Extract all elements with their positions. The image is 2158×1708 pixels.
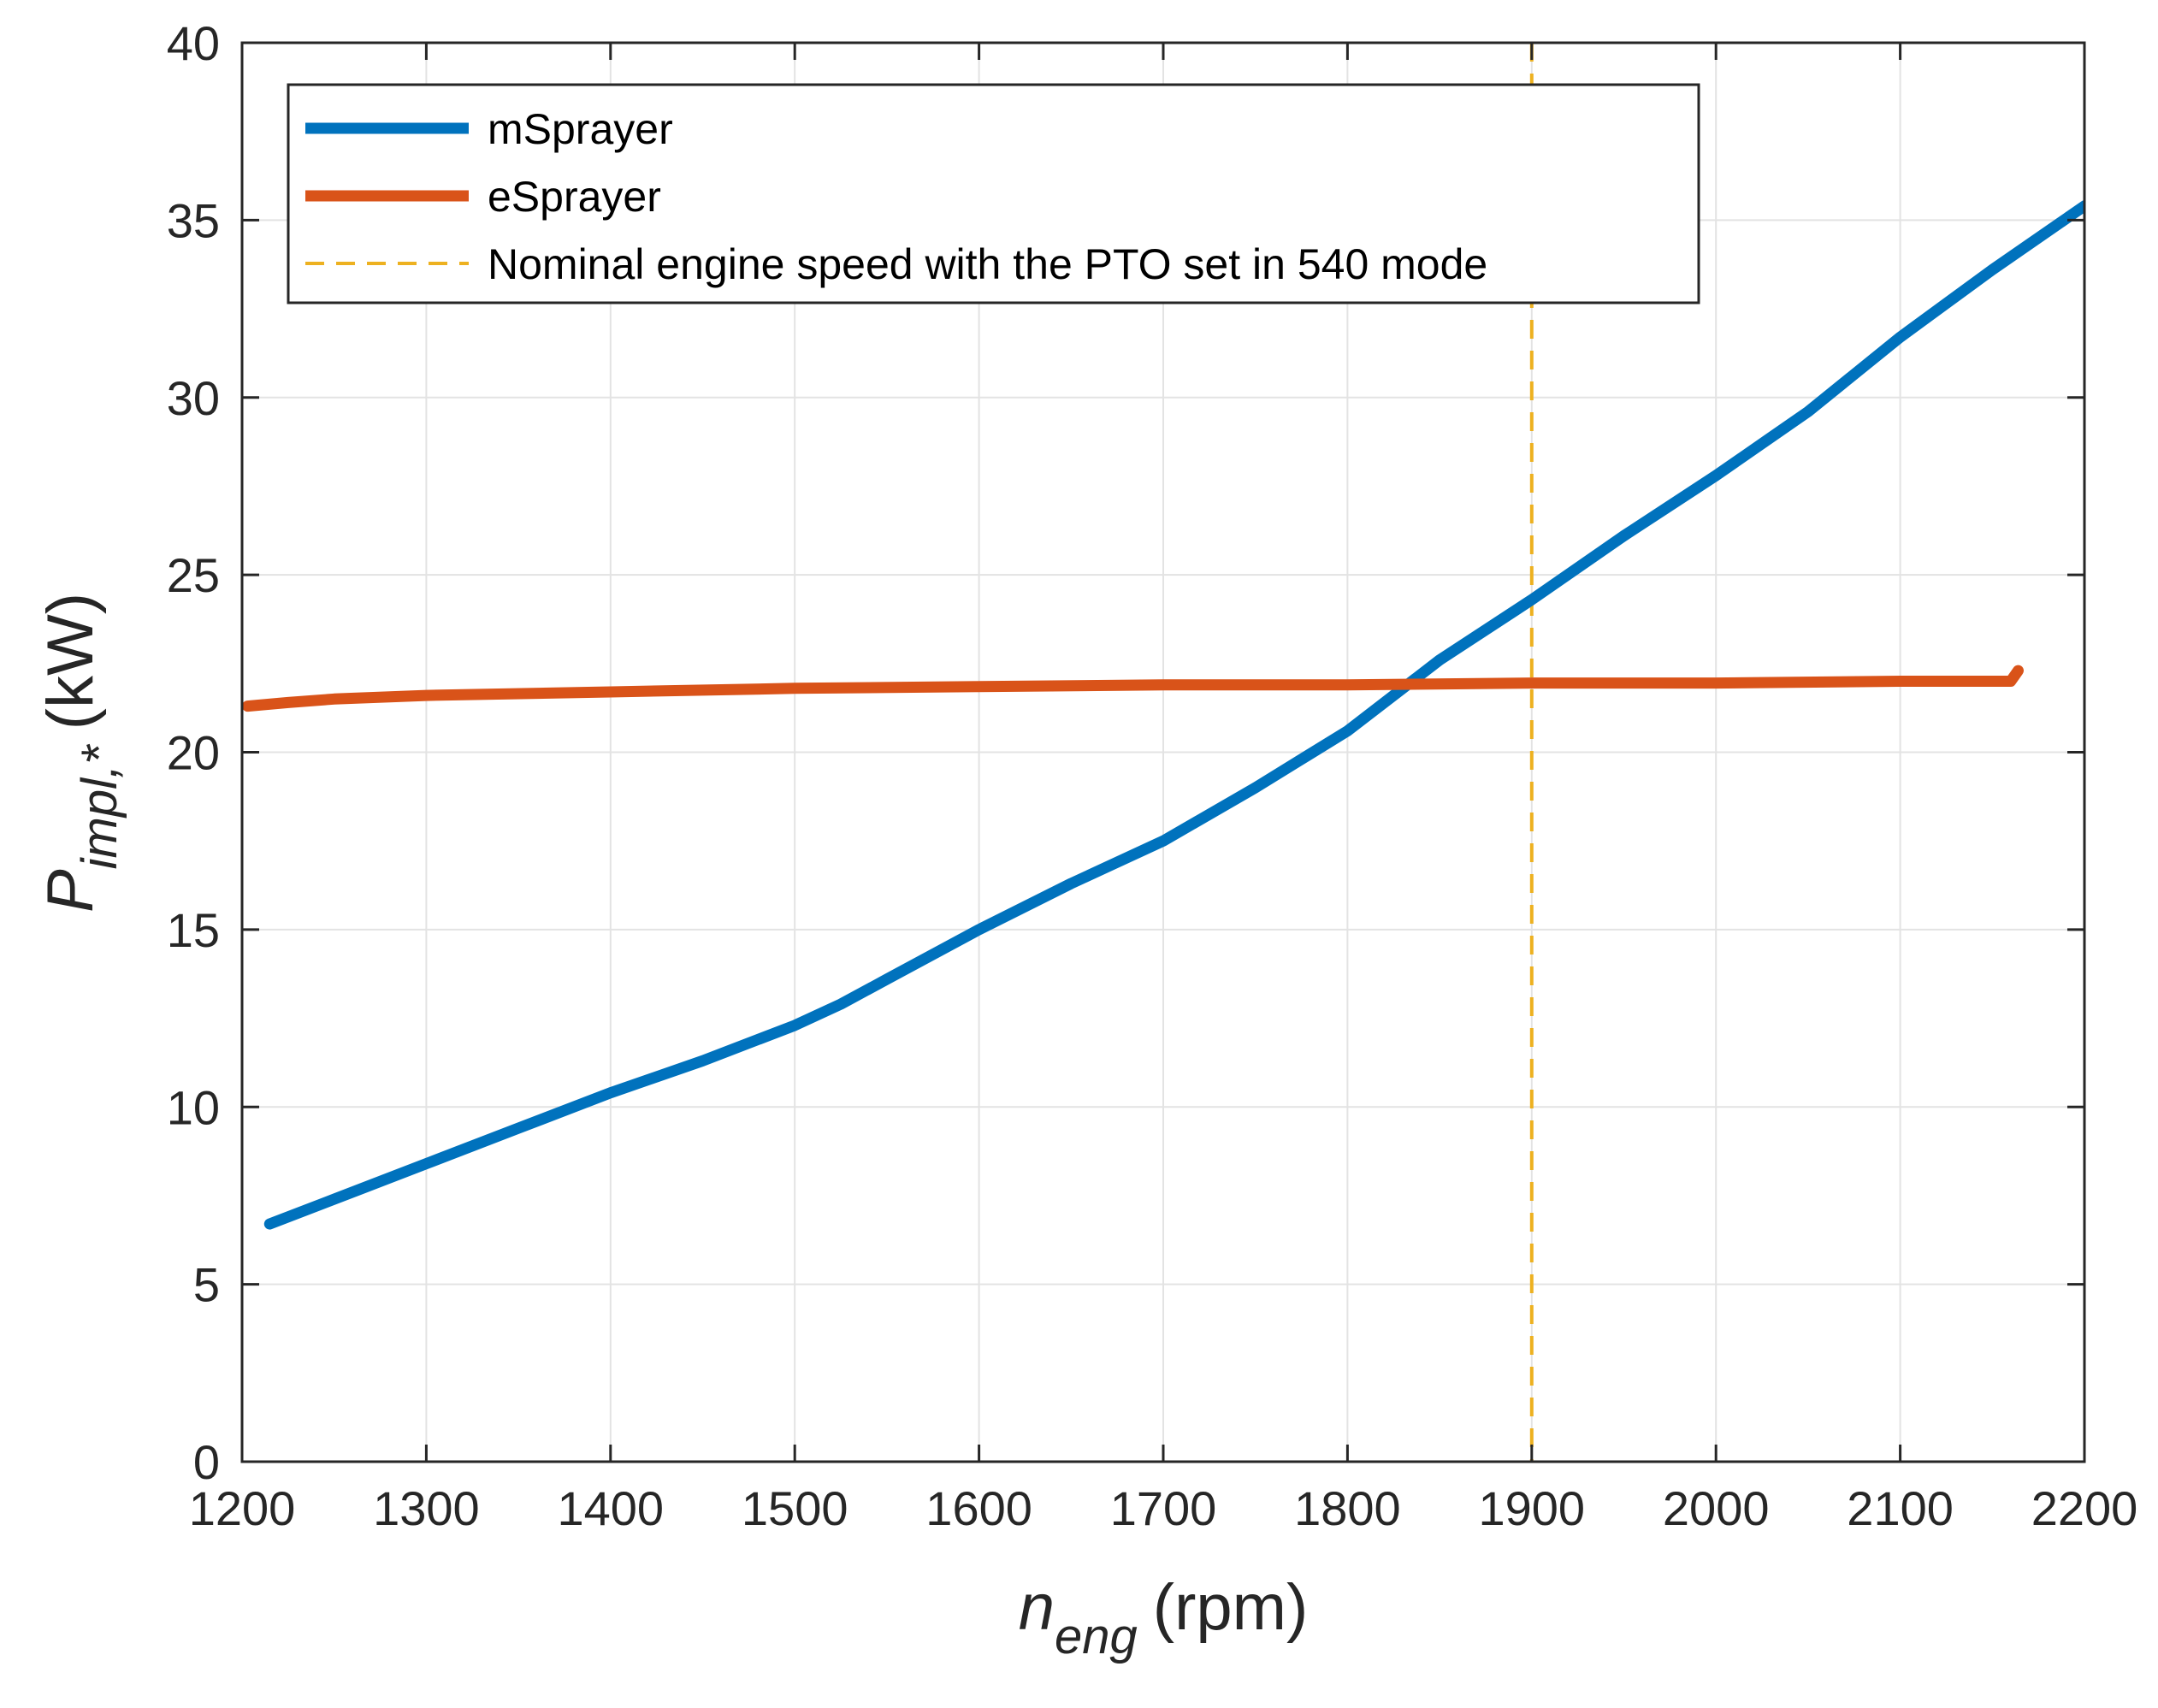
x-axis-title-unit: (rpm) [1153,1571,1309,1644]
x-axis-title: neng (rpm) [1019,1571,1309,1664]
x-tick-label: 1700 [1110,1481,1217,1535]
x-tick-label: 1900 [1479,1481,1586,1535]
x-tick-label: 1600 [925,1481,1032,1535]
series-layer [242,43,2084,1462]
x-tick-label: 1200 [189,1481,296,1535]
legend-label-nominal-speed: Nominal engine speed with the PTO set in… [488,240,1487,288]
y-axis-title: Pimpl,* (kW) [34,593,127,913]
y-axis-title-unit: (kW) [34,593,107,730]
x-axis: 1200 1300 1400 1500 1600 1700 1800 1900 2000 2100… [189,43,2138,1535]
y-tick-label: 35 [167,193,220,247]
y-tick-label: 10 [167,1080,220,1134]
x-axis-title-symbol: n [1019,1571,1055,1644]
x-tick-label: 1500 [742,1481,848,1535]
x-tick-label: 2100 [1847,1481,1954,1535]
y-tick-label: 25 [167,548,220,602]
x-tick-label: 1800 [1294,1481,1401,1535]
y-tick-label: 15 [167,903,220,957]
x-tick-label: 2000 [1663,1481,1770,1535]
y-axis-title-symbol: P [34,869,107,913]
series-line-esprayer [242,665,2024,712]
x-tick-label: 1300 [373,1481,480,1535]
y-tick-label: 40 [167,16,220,70]
y-tick-label: 30 [167,371,220,425]
legend-box [287,83,1700,304]
y-axis-title-subscript: impl,* [72,743,127,869]
legend-label-esprayer: eSprayer [488,173,661,221]
x-tick-label: 2200 [2031,1481,2138,1535]
y-axis: 0 5 10 15 20 25 30 35 40 [167,16,2084,1489]
x-tick-label: 1400 [558,1481,665,1535]
y-tick-label: 20 [167,726,220,780]
y-tick-label: 0 [193,1435,220,1489]
legend-label-msprayer: mSprayer [488,105,673,153]
series-line-msprayer [263,200,2084,1230]
y-tick-label: 5 [193,1258,220,1312]
x-axis-title-subscript: eng [1055,1609,1138,1664]
legend: mSprayer eSprayer Nominal engine speed w… [287,83,1700,304]
